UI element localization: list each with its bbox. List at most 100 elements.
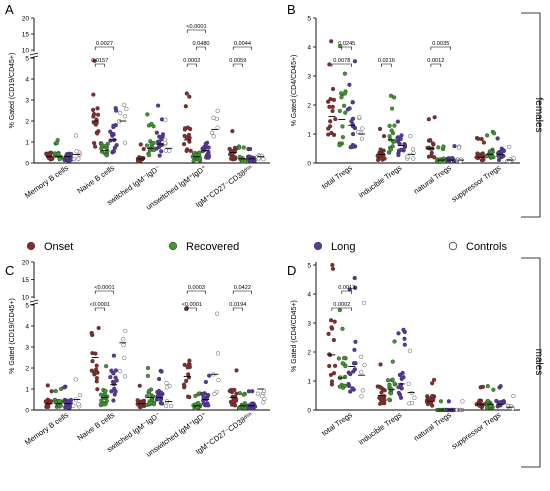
data-point	[378, 155, 384, 161]
panel-letter-B: B	[287, 2, 296, 17]
data-point	[186, 132, 192, 138]
y-tick-label: 0	[25, 160, 29, 167]
panel-A: 0 1 2 3 4 510 15 20 % Gated (CD19/CD45+) Memory B…	[9, 15, 270, 212]
category-label: suppressor Tregs	[450, 410, 503, 451]
data-point	[333, 363, 338, 368]
significance-label: 0.0078	[333, 58, 350, 64]
data-point	[407, 348, 413, 353]
data-point	[352, 347, 357, 352]
y-tick-label: 3	[307, 320, 311, 327]
legend-swatch-long	[313, 241, 323, 251]
data-point	[99, 143, 104, 149]
data-point	[102, 402, 107, 407]
data-point	[232, 154, 237, 160]
data-point	[90, 358, 95, 364]
data-point	[485, 384, 490, 389]
significance-bracket	[430, 63, 442, 67]
data-point	[76, 402, 81, 407]
data-point	[456, 145, 461, 150]
data-point	[200, 391, 205, 396]
category-label: inducible Tregs	[357, 410, 404, 446]
legend-label-recovered: Recovered	[186, 241, 239, 253]
data-point	[350, 131, 356, 137]
data-point	[89, 368, 94, 373]
data-point	[118, 110, 123, 116]
data-point	[446, 399, 451, 404]
data-point	[111, 381, 116, 387]
data-point	[382, 388, 387, 393]
data-point	[378, 147, 383, 152]
data-point	[114, 108, 119, 113]
data-point	[156, 103, 161, 108]
data-point	[151, 402, 157, 407]
data-point	[430, 394, 435, 399]
y-tick-label: 5	[25, 55, 29, 62]
data-point	[350, 100, 355, 105]
data-point	[484, 133, 490, 138]
data-point	[330, 262, 335, 268]
y-tick-label: 10	[22, 47, 30, 54]
data-point	[53, 400, 58, 405]
data-point	[347, 106, 352, 111]
data-point	[122, 355, 127, 360]
data-point	[57, 157, 62, 162]
data-point	[341, 355, 347, 361]
y-tick-label: 1	[25, 386, 29, 393]
data-point	[362, 362, 367, 368]
data-point	[353, 285, 358, 290]
data-point	[230, 129, 235, 134]
significance-label: 0.0480	[192, 41, 209, 47]
category-label: Naive B cells	[75, 163, 116, 195]
category-label: Naive B cells	[75, 410, 116, 442]
males-bracket: males	[521, 257, 544, 468]
data-point	[339, 95, 344, 100]
significance-label: 0.0002	[183, 58, 200, 64]
data-point	[58, 403, 63, 408]
data-point	[184, 91, 189, 96]
data-point	[401, 327, 406, 332]
data-point	[348, 371, 353, 377]
females-label: females	[533, 97, 544, 132]
category-label: total Tregs	[320, 410, 354, 438]
data-point	[148, 139, 153, 144]
data-point	[73, 377, 78, 382]
data-point	[93, 144, 98, 149]
data-point	[231, 398, 236, 403]
data-point	[346, 381, 351, 387]
y-tick-label: 10	[22, 294, 30, 301]
data-point	[496, 157, 502, 162]
category-label: total Tregs	[320, 163, 354, 191]
data-point	[353, 339, 358, 344]
data-point	[103, 388, 108, 394]
significance-label: <0.0001	[94, 285, 114, 291]
significance-bracket	[94, 307, 105, 311]
data-point	[396, 385, 401, 390]
data-point	[399, 147, 404, 152]
data-point	[89, 330, 94, 336]
y-tick-label: 3	[25, 344, 29, 351]
significance-label: 0.0027	[96, 41, 113, 47]
data-point	[390, 359, 395, 364]
y-tick-label: 2	[307, 349, 311, 356]
data-point	[163, 403, 169, 409]
legend-label-onset: Onset	[44, 241, 73, 253]
data-point	[348, 145, 353, 150]
data-point	[411, 156, 416, 161]
data-point	[498, 384, 503, 389]
significance-bracket	[186, 63, 197, 67]
data-point	[452, 144, 457, 149]
data-point	[211, 134, 216, 139]
data-point	[94, 379, 99, 384]
data-point	[237, 405, 242, 410]
data-point	[121, 337, 126, 342]
data-point	[136, 159, 142, 164]
significance-bracket	[341, 46, 352, 50]
data-point	[96, 129, 101, 134]
data-point	[424, 399, 430, 405]
significance-bracket	[94, 63, 105, 67]
data-point	[215, 351, 221, 356]
data-point	[145, 365, 151, 371]
y-tick-label: 20	[22, 259, 30, 266]
data-point	[209, 130, 215, 135]
